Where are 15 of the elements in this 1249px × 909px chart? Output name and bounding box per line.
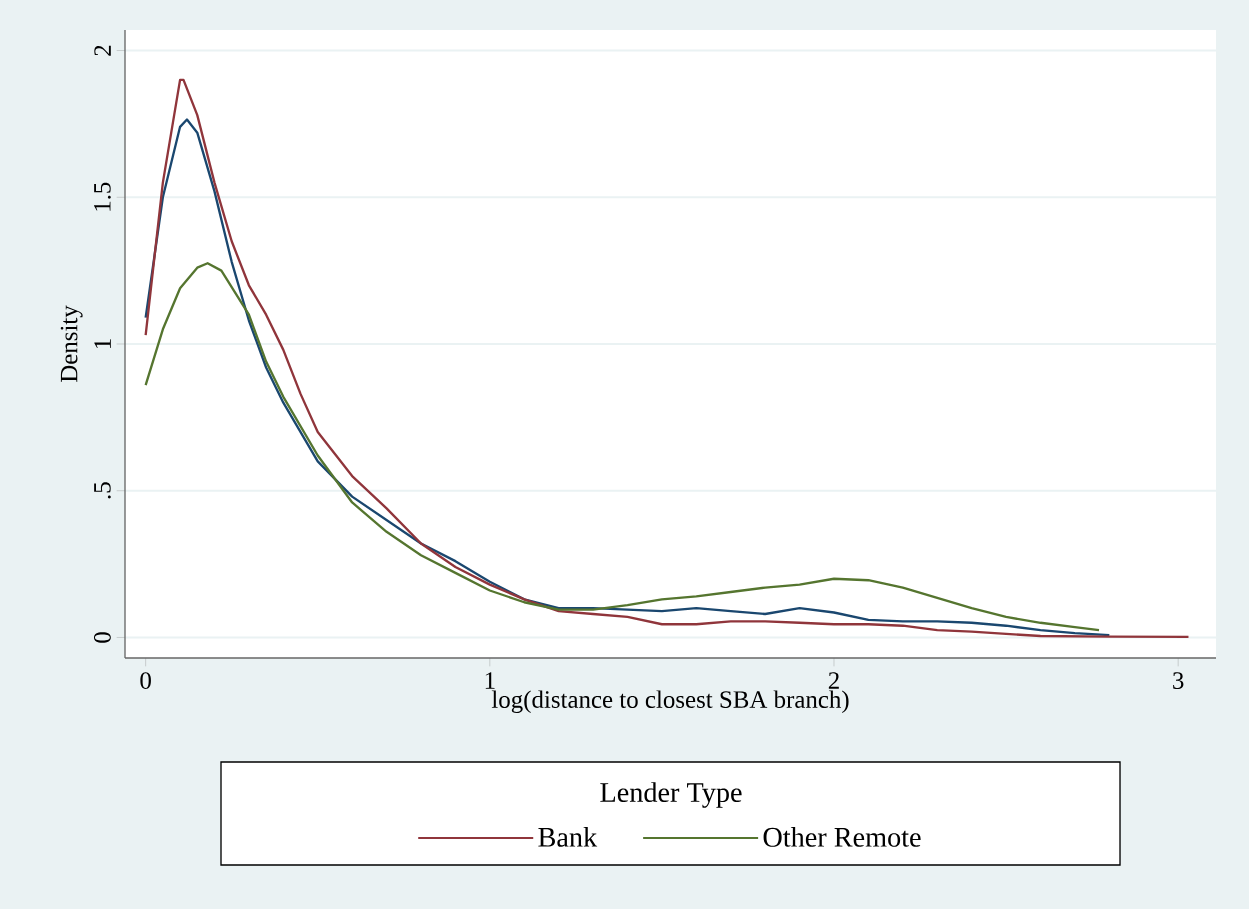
y-axis-title: Density [60,305,83,383]
y-tick-label: 1 [94,339,111,349]
y-tick-label: .5 [94,482,111,499]
x-axis-title: log(distance to closest SBA branch) [491,690,849,714]
legend-title: Lender Type [600,782,742,808]
y-tick-label: 0 [93,632,111,643]
legend-label: Other Remote [763,826,921,847]
y-tick-label: 1.5 [94,182,111,211]
x-tick-label: 1 [485,672,495,689]
y-tick-label: 2 [94,45,111,56]
legend-label: Bank [538,826,598,847]
x-tick-label: 3 [1173,672,1184,689]
x-tick-label: 0 [140,672,151,689]
x-tick-label: 2 [828,672,839,689]
line-series [144,262,1101,632]
